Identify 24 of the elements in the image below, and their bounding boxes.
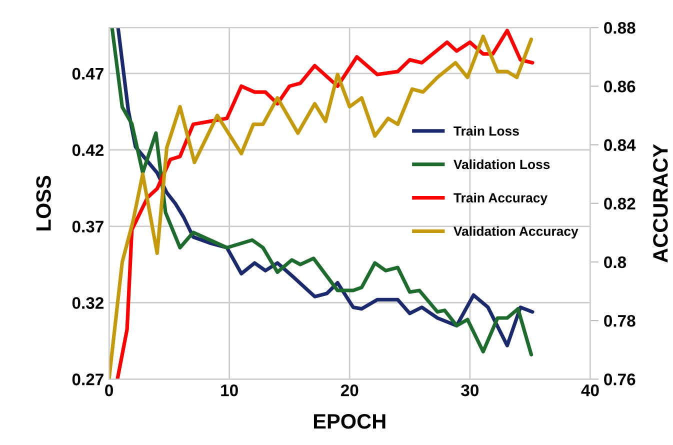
x-tick-label: 30 [461, 384, 479, 396]
legend-label: Validation Accuracy [454, 226, 578, 239]
y2-tick-label: 0.82 [604, 198, 636, 210]
y2-tick-label: 0.8 [604, 256, 626, 268]
y-tick-label: 0.47 [72, 68, 104, 80]
x-tick-label: 40 [581, 384, 599, 396]
legend-label: Train Accuracy [454, 192, 548, 206]
y2-axis-title: ACCURACY [653, 144, 668, 262]
y2-tick-label: 0.78 [604, 314, 636, 327]
y2-tick-label: 0.88 [604, 22, 636, 34]
legend-label: Train Loss [454, 126, 519, 136]
legend-label: Validation Loss [454, 159, 550, 170]
y-tick-label: 0.42 [72, 144, 104, 156]
x-tick-label: 20 [340, 384, 358, 396]
y-tick-label: 0.32 [72, 297, 104, 309]
y2-tick-label: 0.86 [604, 80, 636, 92]
y2-tick-label: 0.76 [604, 374, 636, 386]
y-tick-label: 0.37 [72, 220, 104, 233]
y-axis-title: LOSS [36, 176, 51, 230]
y-tick-label: 0.27 [72, 374, 104, 386]
y2-tick-label: 0.84 [604, 139, 636, 151]
x-tick-label: 10 [221, 384, 238, 396]
x-tick-label: 0 [105, 384, 113, 396]
x-axis-title: EPOCH [314, 414, 386, 429]
